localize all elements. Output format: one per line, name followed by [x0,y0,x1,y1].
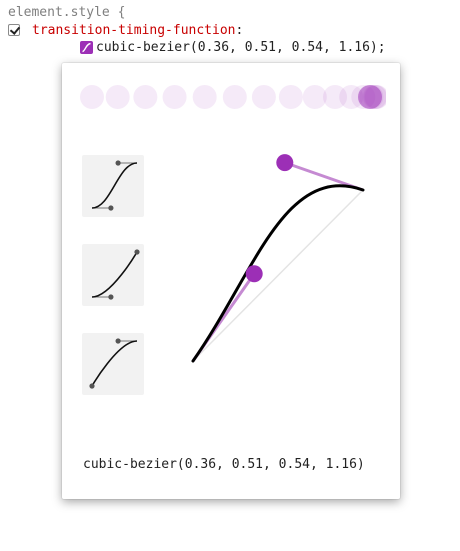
preview-ghost-dot [133,85,158,109]
preset-curve [91,162,138,209]
preset-control-dot [115,160,121,166]
preview-ghost-dot [359,85,384,109]
preset-control-dot [134,249,140,255]
preset-ease-out[interactable] [82,333,144,395]
preview-ghost-dot [105,85,130,109]
preset-ease-in-icon [91,249,140,300]
property-name-text: transition-timing-function [32,23,236,38]
preview-ghost-dot [363,85,386,109]
preset-control-dot [108,205,114,211]
preview-ghost-dot [80,85,104,109]
preview-dot [358,85,382,109]
preview-ghost-dot [302,85,327,109]
control-point-2-handle[interactable] [276,154,294,172]
rule-selector: element.style { [8,5,126,20]
curve-editor[interactable] [62,63,400,499]
preset-control-dot [108,294,114,300]
bezier-editor-popover: cubic-bezier(0.36, 0.51, 0.54, 1.16) [62,63,400,499]
preset-ease-in[interactable] [82,244,144,306]
property-colon: : [235,23,244,38]
preset-ease-out-icon [89,338,138,389]
property-value-row: cubic-bezier(0.36, 0.51, 0.54, 1.16); [80,39,386,57]
bezier-value-text: cubic-bezier(0.36, 0.51, 0.54, 1.16) [83,457,365,472]
preview-ghost-dot [339,85,364,109]
preset-ease-in-out-icon [91,160,138,211]
linear-baseline [192,189,364,362]
preview-ghost-dot [192,85,217,109]
animation-preview[interactable] [80,83,386,111]
preset-control-dot [115,338,121,344]
preset-control-dot [89,383,95,389]
control-point-1-handle[interactable] [245,265,263,283]
preview-ghost-dot [364,85,386,109]
property-row: transition-timing-function: [8,22,243,40]
preview-ghost-dot [222,85,247,109]
property-value[interactable]: cubic-bezier(0.36, 0.51, 0.54, 1.16); [96,40,386,55]
preview-ghost-dot [251,85,276,109]
preset-ease-in-out[interactable] [82,155,144,217]
preview-ghost-dot [358,85,382,109]
bezier-curve [191,184,365,363]
preview-ghost-dot [278,85,303,109]
preview-ghost-dot [323,85,348,109]
preview-ghost-dot [162,85,187,109]
bezier-swatch-icon[interactable] [80,41,93,54]
property-enable-checkbox-icon[interactable] [8,24,20,36]
preview-ghost-dot [351,85,376,109]
property-name[interactable]: transition-timing-function: [32,22,243,40]
preview-ghost-dot [362,85,386,109]
